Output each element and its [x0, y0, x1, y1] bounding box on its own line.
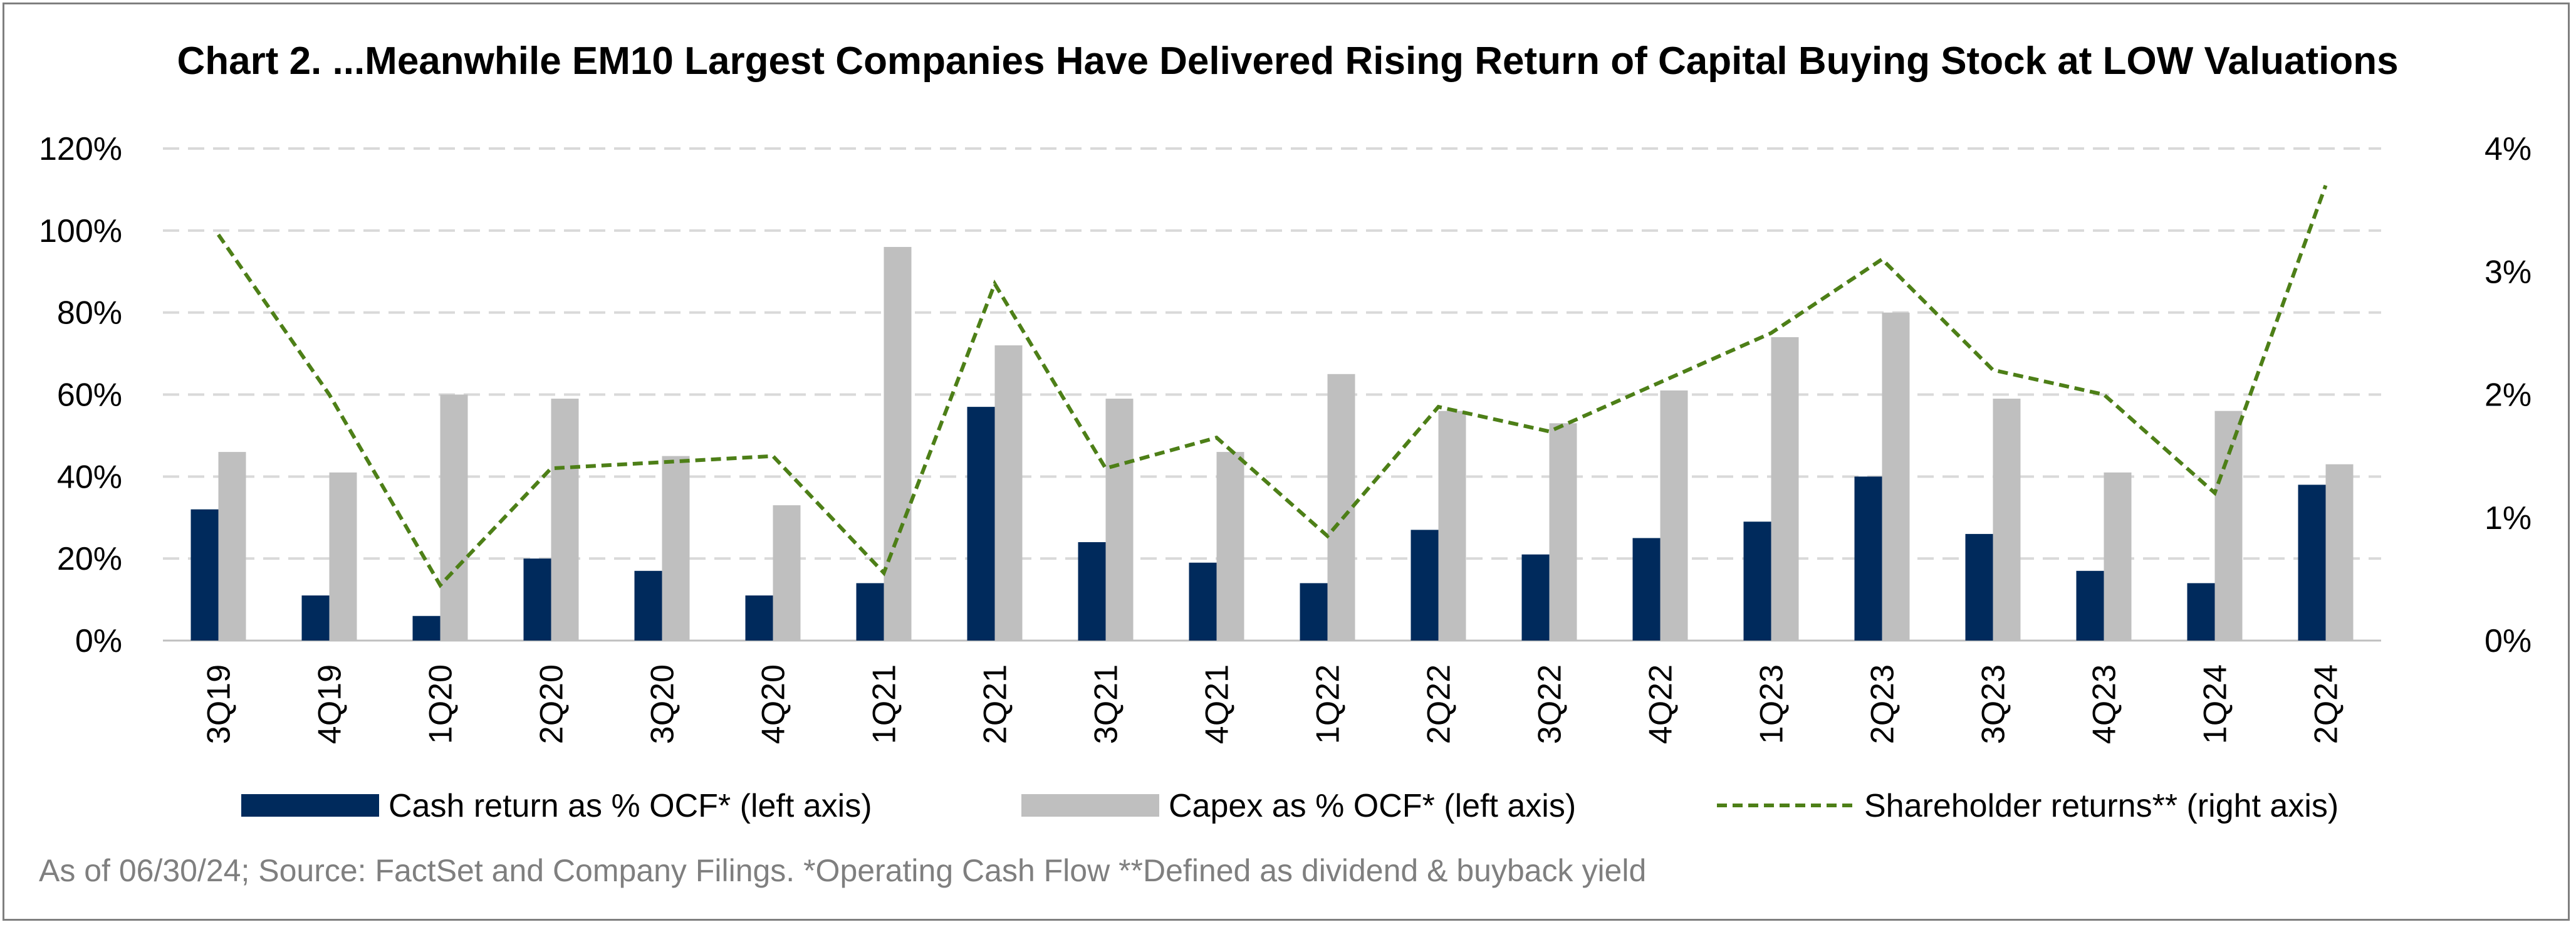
bar-cash-return	[1521, 554, 1550, 641]
shareholder-returns-line	[217, 184, 2328, 589]
bar-capex	[440, 394, 468, 641]
bar-capex	[2214, 411, 2243, 641]
bar-cash-return	[2187, 583, 2215, 641]
left-axis-tick: 20%	[57, 541, 122, 577]
bar-cash-return	[1743, 521, 1771, 641]
left-axis-tick: 100%	[39, 213, 122, 249]
right-axis-tick: 1%	[2485, 500, 2532, 537]
bar-cash-return	[1189, 562, 1217, 641]
x-axis-tick: 3Q22	[1532, 664, 1568, 744]
x-axis-tick: 3Q23	[1976, 664, 2012, 744]
bar-capex	[2325, 464, 2354, 641]
legend-label-shareholder-returns: Shareholder returns** (right axis)	[1864, 788, 2339, 824]
bar-capex	[1882, 312, 1910, 641]
bar-cash-return	[301, 595, 330, 641]
bar-cash-return	[2076, 570, 2104, 641]
x-axis-tick: 1Q23	[1754, 664, 1790, 744]
x-axis-tick: 2Q24	[2308, 664, 2345, 744]
left-axis-tick: 80%	[57, 295, 122, 332]
legend: Cash return as % OCF* (left axis) Capex a…	[241, 788, 2339, 824]
bar-capex	[1549, 423, 1577, 641]
bar-capex	[1105, 399, 1134, 641]
bar-cash-return	[1411, 530, 1439, 641]
bar-capex	[994, 345, 1023, 641]
left-axis-tick: 0%	[75, 623, 122, 659]
bar-capex	[1993, 399, 2021, 641]
bar-cash-return	[745, 595, 773, 641]
bar-cash-return	[523, 558, 551, 641]
chart-frame	[3, 3, 2570, 921]
bar-cash-return	[412, 615, 441, 641]
bar-capex	[1771, 337, 1799, 641]
bar-capex	[884, 247, 912, 641]
x-axis-tick: 4Q20	[756, 664, 792, 744]
x-axis-tick: 1Q20	[423, 664, 459, 744]
bar-capex	[218, 452, 246, 641]
right-axis: 0% 1% 2% 3% 4%	[2485, 131, 2532, 659]
legend-swatch-capex	[1021, 794, 1159, 817]
right-axis-tick: 2%	[2485, 377, 2532, 414]
bar-capex	[1327, 374, 1355, 641]
bar-cash-return	[190, 509, 219, 641]
bar-capex	[329, 472, 357, 641]
x-axis-tick: 4Q23	[2087, 664, 2123, 744]
bar-capex	[551, 399, 579, 641]
bar-cash-return	[856, 583, 884, 641]
x-axis-tick: 4Q19	[312, 664, 348, 744]
x-axis-tick: 3Q21	[1088, 664, 1125, 744]
left-axis-tick: 60%	[57, 377, 122, 414]
x-axis-tick: 1Q21	[867, 664, 903, 744]
x-axis-tick: 4Q22	[1643, 664, 1679, 744]
right-axis-tick: 3%	[2485, 254, 2532, 290]
bar-capex	[1660, 390, 1688, 641]
left-axis-tick: 40%	[57, 459, 122, 495]
x-axis-tick: 2Q20	[534, 664, 570, 744]
bar-capex	[1438, 411, 1466, 641]
right-axis-tick: 4%	[2485, 131, 2532, 167]
bar-capex	[1216, 452, 1244, 641]
x-axis-tick: 3Q19	[201, 664, 237, 744]
left-axis: 0% 20% 40% 60% 80% 100% 120%	[39, 131, 122, 659]
bar-cash-return	[1300, 583, 1328, 641]
x-axis: 3Q19 4Q19 1Q20 2Q20 3Q20 4Q20 1Q21 2Q21 3Q21 4Q21…	[201, 664, 2345, 744]
x-axis-tick: 1Q22	[1310, 664, 1347, 744]
bar-cash-return	[967, 407, 995, 641]
right-axis-tick: 0%	[2485, 623, 2532, 659]
source-note: As of 06/30/24; Source: FactSet and Comp…	[39, 853, 1647, 888]
bar-capex	[2104, 472, 2132, 641]
bar-cash-return	[1078, 542, 1106, 641]
x-axis-tick: 1Q24	[2198, 664, 2234, 744]
legend-swatch-cash-return	[241, 794, 379, 817]
bar-cash-return	[1965, 533, 1993, 641]
x-axis-tick: 2Q21	[978, 664, 1014, 744]
bar-cash-return	[1632, 538, 1661, 641]
bar-cash-return	[1854, 476, 1882, 641]
legend-label-cash-return: Cash return as % OCF* (left axis)	[388, 788, 872, 824]
bar-series	[190, 247, 2354, 641]
bar-capex	[773, 505, 801, 641]
gridlines	[163, 147, 2381, 642]
bar-cash-return	[634, 570, 662, 641]
x-axis-tick: 2Q23	[1865, 664, 1901, 744]
x-axis-tick: 4Q21	[1199, 664, 1236, 744]
line-series	[217, 184, 2328, 589]
bar-capex	[662, 456, 690, 641]
x-axis-tick: 2Q22	[1421, 664, 1457, 744]
legend-label-capex: Capex as % OCF* (left axis)	[1169, 788, 1576, 824]
chart-title: Chart 2. ...Meanwhile EM10 Largest Compa…	[177, 39, 2398, 83]
bar-cash-return	[2298, 484, 2326, 641]
x-axis-tick: 3Q20	[645, 664, 681, 744]
left-axis-tick: 120%	[39, 131, 122, 167]
